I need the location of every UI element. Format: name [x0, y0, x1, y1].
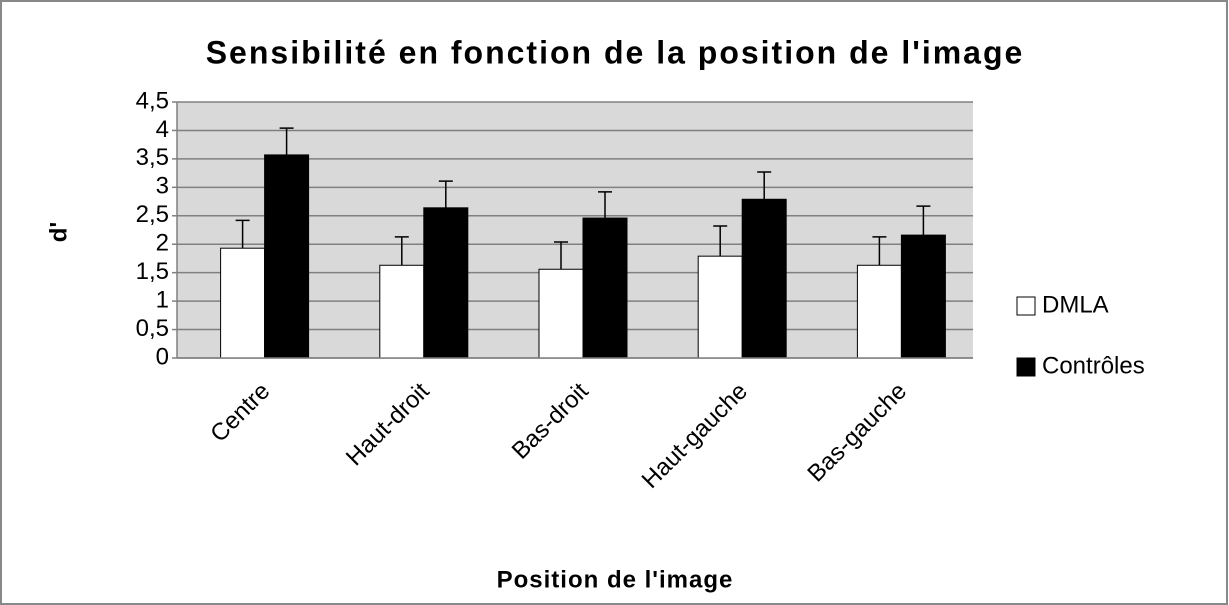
y-tick-label: 2 — [156, 230, 169, 257]
bar — [220, 247, 266, 359]
error-bar — [438, 180, 453, 208]
y-tick-label: 4 — [156, 116, 169, 143]
error-bar — [598, 191, 612, 219]
y-tick-label: 4,5 — [136, 87, 169, 114]
y-tick-label: 3 — [156, 173, 169, 200]
legend-label: DMLA — [1042, 291, 1109, 318]
chart-title: Sensibilité en fonction de la position d… — [206, 34, 1025, 70]
y-tick-label: 1,5 — [136, 258, 169, 285]
x-axis-label: Position de l'image — [497, 566, 734, 593]
error-bar — [394, 236, 409, 266]
y-tick-label: 0,5 — [136, 315, 169, 342]
legend-swatch — [1016, 296, 1036, 316]
y-tick-label: 1 — [156, 286, 169, 313]
legend-swatch — [1016, 357, 1036, 377]
legend-label: Contrôles — [1042, 352, 1145, 379]
error-bar — [713, 225, 728, 257]
error-bar — [872, 236, 887, 266]
bar — [697, 255, 743, 359]
bar — [423, 207, 469, 359]
y-axis-label: d' — [45, 222, 72, 242]
bar — [538, 268, 584, 359]
error-bar — [279, 127, 294, 155]
error-bar — [757, 171, 772, 200]
bar — [741, 198, 787, 359]
y-tick-label: 2,5 — [136, 201, 169, 228]
bar — [264, 154, 310, 359]
error-bar — [235, 219, 250, 249]
y-tick-label: 0 — [156, 343, 169, 370]
error-bar — [554, 241, 568, 270]
bar — [856, 264, 902, 359]
bar — [379, 264, 425, 359]
y-tick-label: 3,5 — [136, 144, 169, 171]
error-bar — [916, 205, 931, 236]
bar — [900, 234, 946, 359]
bar — [582, 217, 628, 359]
